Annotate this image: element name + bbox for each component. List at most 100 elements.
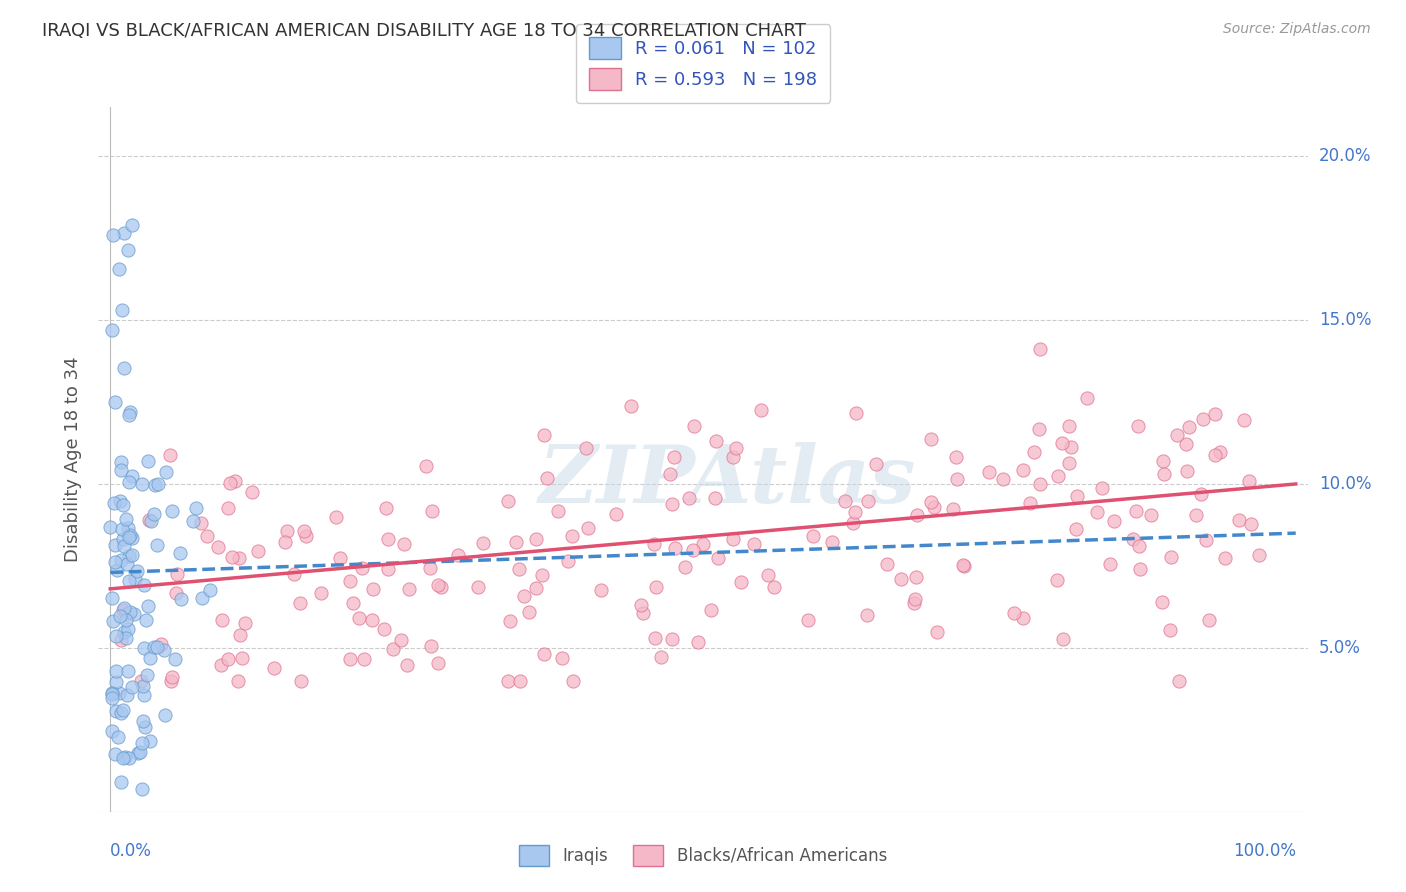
Point <box>377 532 399 546</box>
Point <box>661 632 683 646</box>
Point <box>104 629 127 643</box>
Point <box>1159 624 1181 638</box>
Point <box>374 500 396 515</box>
Point <box>1091 482 1114 496</box>
Point <box>1126 419 1149 434</box>
Point <box>643 537 665 551</box>
Point <box>834 494 856 508</box>
Point <box>111 603 134 617</box>
Point <box>575 442 598 456</box>
Point <box>108 686 131 700</box>
Point <box>1099 557 1122 571</box>
Point <box>146 640 169 655</box>
Point <box>505 534 527 549</box>
Point <box>589 583 612 598</box>
Point <box>620 399 643 413</box>
Point <box>329 551 352 566</box>
Point <box>1057 456 1080 470</box>
Point <box>111 703 134 717</box>
Point <box>115 688 138 702</box>
Point <box>858 493 880 508</box>
Point <box>139 733 162 747</box>
Point <box>749 403 772 417</box>
Point <box>290 673 312 688</box>
Point <box>920 495 942 509</box>
Point <box>186 501 208 516</box>
Point <box>339 651 361 665</box>
Point <box>389 633 412 648</box>
Point <box>288 596 311 610</box>
Point <box>1215 551 1237 566</box>
Point <box>890 572 912 586</box>
Point <box>217 501 239 516</box>
Point <box>134 640 156 655</box>
Point <box>508 562 530 576</box>
Point <box>121 218 143 232</box>
Point <box>1029 342 1052 356</box>
Point <box>292 524 315 538</box>
Point <box>132 679 155 693</box>
Point <box>181 514 204 528</box>
Point <box>865 457 887 471</box>
Point <box>927 624 949 639</box>
Point <box>1160 549 1182 564</box>
Point <box>100 687 122 701</box>
Point <box>644 632 666 646</box>
Point <box>108 609 131 624</box>
Point <box>993 471 1015 485</box>
Point <box>112 499 135 513</box>
Point <box>723 450 745 465</box>
Point <box>115 512 138 526</box>
Point <box>112 540 135 554</box>
Point <box>1140 508 1163 522</box>
Point <box>149 637 172 651</box>
Point <box>1249 549 1271 563</box>
Point <box>704 491 727 505</box>
Point <box>361 582 384 596</box>
Point <box>551 651 574 665</box>
Point <box>101 691 124 706</box>
Point <box>1076 391 1098 405</box>
Point <box>1192 411 1215 425</box>
Point <box>922 500 945 515</box>
Point <box>945 472 967 486</box>
Point <box>952 558 974 572</box>
Point <box>377 561 399 575</box>
Point <box>125 564 148 578</box>
Point <box>263 661 285 675</box>
Point <box>904 570 927 584</box>
Point <box>153 643 176 657</box>
Point <box>110 463 132 477</box>
Point <box>101 614 124 628</box>
Point <box>134 688 156 702</box>
Point <box>1028 422 1050 436</box>
Point <box>104 555 127 569</box>
Point <box>420 504 443 518</box>
Point <box>169 546 191 560</box>
Point <box>110 553 132 567</box>
Point <box>110 775 132 789</box>
Point <box>198 583 221 598</box>
Point <box>240 484 263 499</box>
Point <box>226 673 249 688</box>
Point <box>160 673 183 688</box>
Point <box>121 468 143 483</box>
Point <box>115 607 138 622</box>
Point <box>143 478 166 492</box>
Point <box>821 535 844 549</box>
Point <box>141 514 163 528</box>
Point <box>707 551 730 566</box>
Point <box>146 477 169 491</box>
Point <box>1178 419 1201 434</box>
Point <box>686 635 709 649</box>
Point <box>1152 454 1174 468</box>
Y-axis label: Disability Age 18 to 34: Disability Age 18 to 34 <box>63 357 82 562</box>
Point <box>1029 477 1052 491</box>
Point <box>325 509 347 524</box>
Point <box>160 504 183 518</box>
Point <box>561 529 583 543</box>
Point <box>115 631 138 645</box>
Point <box>101 227 124 242</box>
Point <box>115 558 138 572</box>
Text: ZIPAtlas: ZIPAtlas <box>538 442 915 519</box>
